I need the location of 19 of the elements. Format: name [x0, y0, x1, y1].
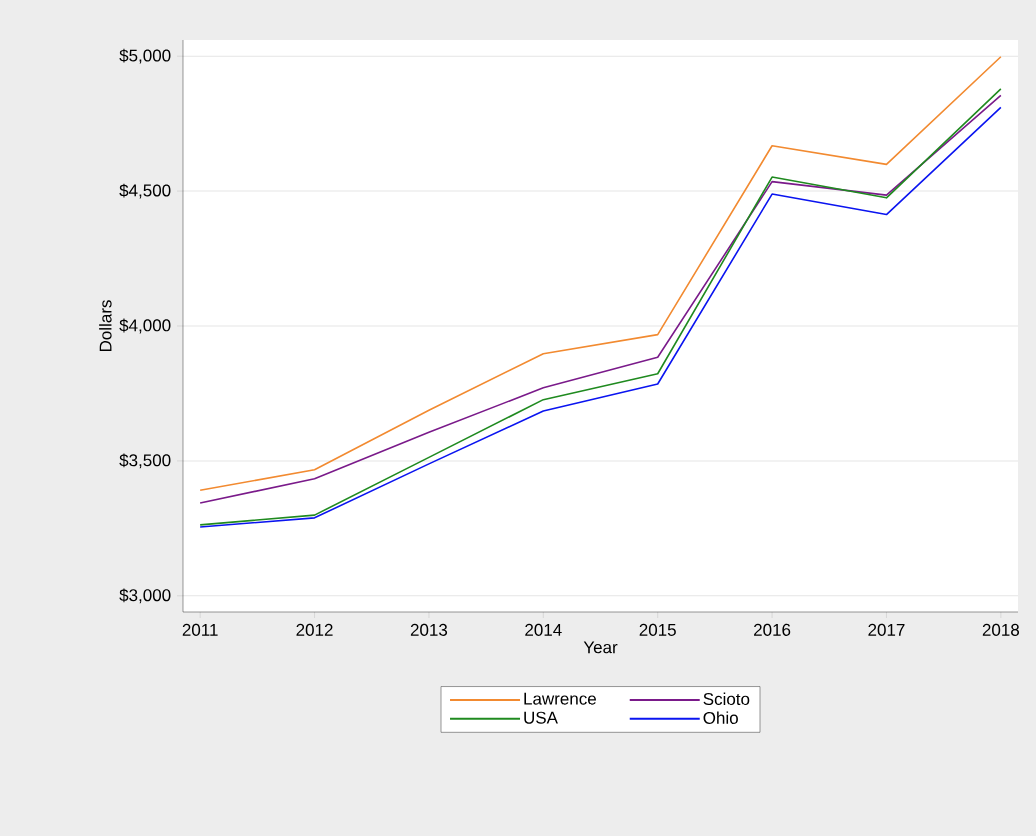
x-tick-label: 2014	[525, 623, 562, 636]
y-tick-label: $3,000	[119, 588, 171, 604]
x-tick-label: 2015	[639, 623, 676, 636]
y-tick-label: $5,000	[119, 48, 171, 64]
y-tick-label: $4,000	[119, 318, 171, 334]
y-tick-label: $3,500	[119, 453, 171, 469]
y-axis-title: Dollars	[99, 300, 112, 352]
x-tick-label: 2016	[754, 623, 791, 636]
legend-label: USA	[524, 711, 558, 724]
y-tick-label: $4,500	[119, 183, 171, 199]
legend-label: Ohio	[703, 711, 738, 724]
x-tick-label: 2011	[182, 623, 218, 636]
x-tick-label: 2013	[410, 623, 448, 636]
x-tick-label: 2018	[982, 623, 1020, 636]
x-axis-title: Year	[583, 641, 618, 654]
legend-label: Scioto	[703, 692, 750, 706]
legend-label: Lawrence	[524, 692, 596, 705]
x-tick-label: 2017	[868, 623, 905, 636]
x-tick-label: 2012	[296, 623, 333, 636]
